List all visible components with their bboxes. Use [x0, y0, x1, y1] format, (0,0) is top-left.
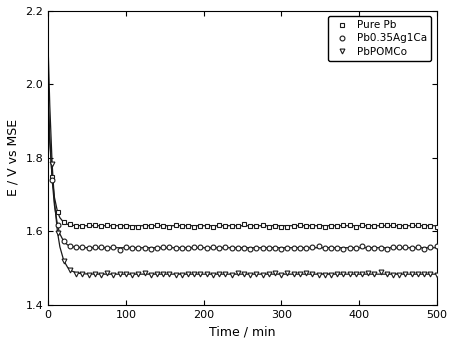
Y-axis label: E / V vs MSE: E / V vs MSE — [7, 119, 20, 196]
Pure Pb — [229, 224, 234, 228]
PbPOMCo — [49, 162, 55, 166]
Legend: Pure Pb, Pb0.35Ag1Ca, PbPOMCo: Pure Pb, Pb0.35Ag1Ca, PbPOMCo — [328, 16, 431, 61]
PbPOMCo — [322, 273, 327, 277]
Pure Pb — [428, 224, 433, 228]
PbPOMCo — [148, 273, 153, 277]
PbPOMCo — [434, 273, 439, 277]
Pure Pb — [278, 225, 284, 229]
Pb0.35Ag1Ca — [428, 245, 433, 249]
Pb0.35Ag1Ca — [117, 248, 123, 252]
PbPOMCo — [173, 273, 178, 277]
Pb0.35Ag1Ca — [434, 244, 439, 248]
PbPOMCo — [428, 272, 433, 276]
Pure Pb — [49, 175, 55, 179]
Line: PbPOMCo: PbPOMCo — [49, 162, 439, 278]
PbPOMCo — [235, 271, 241, 275]
Pb0.35Ag1Ca — [322, 246, 327, 250]
PbPOMCo — [160, 272, 166, 276]
X-axis label: Time / min: Time / min — [209, 325, 276, 338]
Line: Pure Pb: Pure Pb — [49, 175, 439, 229]
PbPOMCo — [247, 273, 253, 277]
Pb0.35Ag1Ca — [160, 245, 166, 249]
Pb0.35Ag1Ca — [173, 246, 178, 250]
Pb0.35Ag1Ca — [49, 178, 55, 182]
Pure Pb — [322, 225, 327, 229]
Pb0.35Ag1Ca — [247, 247, 253, 251]
Pure Pb — [434, 225, 439, 229]
Pb0.35Ag1Ca — [235, 246, 241, 250]
Pure Pb — [154, 224, 160, 228]
Pure Pb — [167, 225, 172, 229]
Pure Pb — [241, 222, 247, 226]
Line: Pb0.35Ag1Ca: Pb0.35Ag1Ca — [49, 178, 439, 252]
